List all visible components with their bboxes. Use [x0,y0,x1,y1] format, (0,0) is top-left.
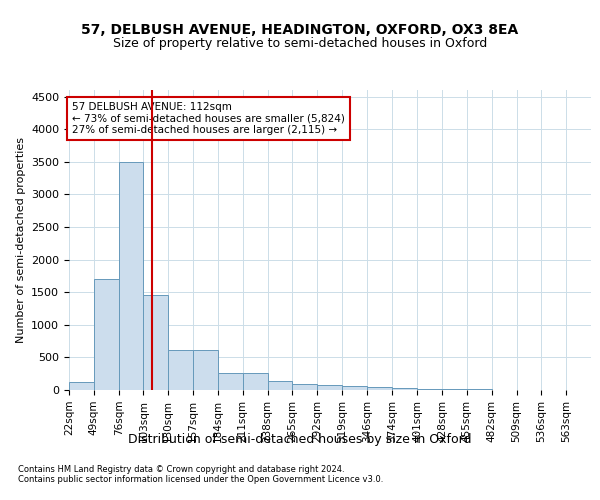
Bar [392,388,418,390]
Text: 57 DELBUSH AVENUE: 112sqm
← 73% of semi-detached houses are smaller (5,824)
27% : 57 DELBUSH AVENUE: 112sqm ← 73% of semi-… [72,102,344,135]
Bar [218,373,242,390]
Bar [292,384,317,390]
Bar [119,162,143,390]
Text: Size of property relative to semi-detached houses in Oxford: Size of property relative to semi-detach… [113,38,487,51]
Bar [418,389,442,390]
Bar [242,373,268,390]
Text: Distribution of semi-detached houses by size in Oxford: Distribution of semi-detached houses by … [128,432,472,446]
Text: Contains HM Land Registry data © Crown copyright and database right 2024.: Contains HM Land Registry data © Crown c… [18,465,344,474]
Text: 57, DELBUSH AVENUE, HEADINGTON, OXFORD, OX3 8EA: 57, DELBUSH AVENUE, HEADINGTON, OXFORD, … [82,22,518,36]
Bar [69,382,94,390]
Bar [94,279,119,390]
Bar [317,385,342,390]
Bar [168,350,193,390]
Bar [193,350,218,390]
Y-axis label: Number of semi-detached properties: Number of semi-detached properties [16,137,26,343]
Text: Contains public sector information licensed under the Open Government Licence v3: Contains public sector information licen… [18,475,383,484]
Bar [268,381,292,390]
Bar [367,387,392,390]
Bar [342,386,367,390]
Bar [143,296,168,390]
